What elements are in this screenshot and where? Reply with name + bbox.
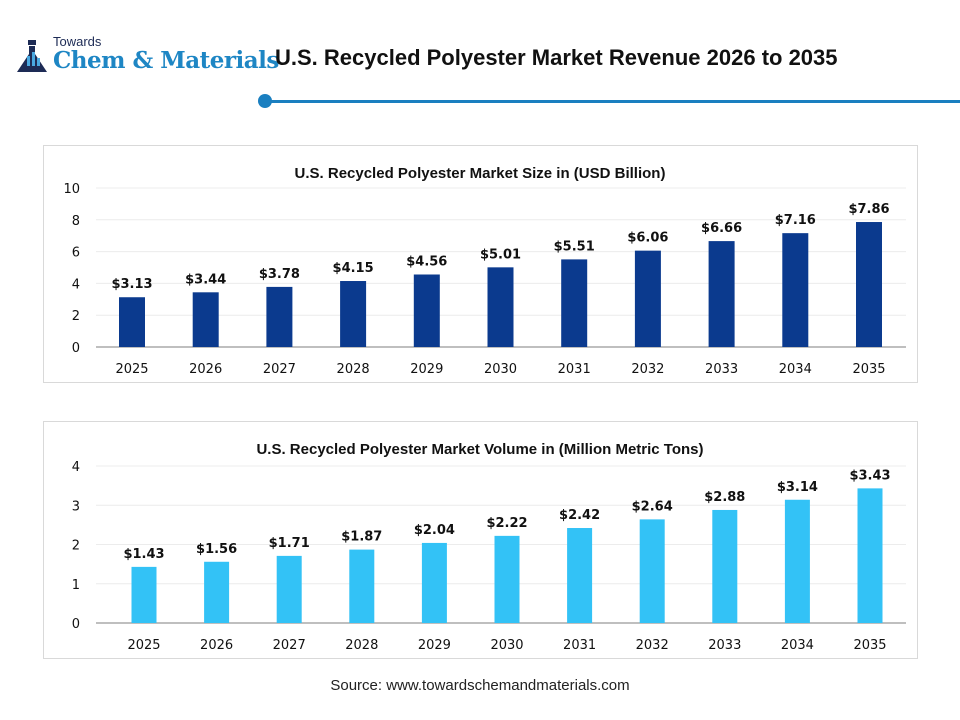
x-tick-label: 2029	[410, 362, 443, 377]
x-tick-label: 2030	[490, 638, 523, 653]
y-tick-label: 10	[63, 182, 80, 197]
bar-2031	[561, 259, 588, 347]
data-label-2031: $2.42	[559, 508, 600, 523]
volume-chart-svg: U.S. Recycled Polyester Market Volume in…	[72, 441, 906, 653]
data-label-2026: $3.44	[185, 272, 226, 287]
bar-2032	[639, 519, 665, 623]
bar-2028	[340, 281, 367, 347]
data-label-2034: $7.16	[775, 213, 816, 228]
data-label-2035: $7.86	[848, 202, 889, 217]
x-tick-label: 2027	[273, 638, 306, 653]
y-tick-label: 4	[72, 460, 80, 475]
data-label-2035: $3.43	[849, 468, 890, 483]
bar-2026	[204, 561, 230, 623]
y-tick-label: 2	[72, 539, 80, 554]
data-label-2030: $2.22	[486, 516, 527, 531]
x-tick-label: 2034	[779, 362, 812, 377]
bar-2033	[712, 509, 738, 623]
bar-2027	[266, 286, 293, 347]
y-tick-label: 6	[72, 246, 80, 261]
x-tick-label: 2031	[563, 638, 596, 653]
y-tick-label: 2	[72, 309, 80, 324]
bar-2034	[782, 233, 809, 347]
x-tick-label: 2032	[631, 362, 664, 377]
y-tick-label: 0	[72, 617, 80, 632]
x-tick-label: 2027	[263, 362, 296, 377]
bar-2033	[708, 241, 735, 347]
header-divider	[265, 100, 960, 103]
data-label-2033: $2.88	[704, 490, 745, 505]
flask-icon	[17, 40, 47, 72]
x-tick-label: 2033	[705, 362, 738, 377]
y-tick-label: 3	[72, 499, 80, 514]
x-tick-label: 2035	[852, 362, 885, 377]
x-tick-label: 2025	[127, 638, 160, 653]
x-tick-label: 2035	[853, 638, 886, 653]
chart-title: U.S. Recycled Polyester Market Volume in…	[256, 441, 703, 458]
data-label-2032: $2.64	[632, 499, 673, 514]
bar-2030	[487, 267, 514, 347]
data-label-2028: $1.87	[341, 530, 382, 545]
y-tick-label: 8	[72, 214, 80, 229]
bar-2034	[784, 499, 810, 623]
data-label-2031: $5.51	[554, 239, 595, 254]
x-tick-label: 2033	[708, 638, 741, 653]
y-tick-label: 4	[72, 277, 80, 292]
header-divider-dot	[258, 94, 272, 108]
source-note: Source: www.towardschemandmaterials.com	[330, 677, 630, 694]
data-label-2033: $6.66	[701, 221, 742, 236]
bar-2030	[494, 535, 520, 623]
data-label-2030: $5.01	[480, 247, 521, 262]
logo-text-top: Towards	[53, 34, 102, 49]
data-label-2032: $6.06	[627, 231, 668, 246]
x-tick-label: 2028	[337, 362, 370, 377]
y-tick-label: 0	[72, 341, 80, 356]
x-tick-label: 2026	[189, 362, 222, 377]
bar-2029	[421, 542, 447, 623]
bar-2035	[856, 222, 882, 347]
bar-2028	[349, 549, 375, 623]
x-tick-label: 2026	[200, 638, 233, 653]
x-tick-label: 2030	[484, 362, 517, 377]
bar-2035	[857, 488, 883, 623]
bar-2025	[119, 297, 145, 347]
logo: Towards Chem & Materials	[16, 34, 279, 78]
data-label-2025: $1.43	[123, 547, 164, 562]
data-label-2027: $3.78	[259, 267, 300, 282]
x-tick-label: 2032	[636, 638, 669, 653]
data-label-2028: $4.15	[333, 261, 374, 276]
bar-2029	[413, 274, 440, 347]
y-tick-label: 1	[72, 578, 80, 593]
revenue-chart-svg: U.S. Recycled Polyester Market Size in (…	[63, 165, 906, 377]
data-label-2026: $1.56	[196, 542, 237, 557]
revenue-chart: U.S. Recycled Polyester Market Size in (…	[43, 145, 918, 383]
data-label-2029: $4.56	[406, 254, 447, 269]
bar-2032	[634, 250, 661, 347]
data-label-2029: $2.04	[414, 523, 455, 538]
bar-2031	[567, 528, 593, 623]
x-tick-label: 2029	[418, 638, 451, 653]
page-title: U.S. Recycled Polyester Market Revenue 2…	[275, 45, 838, 70]
bar-2026	[192, 292, 219, 347]
x-tick-label: 2034	[781, 638, 814, 653]
data-label-2034: $3.14	[777, 480, 818, 495]
bar-2027	[276, 555, 302, 623]
data-label-2025: $3.13	[111, 277, 152, 292]
logo-text-main: Chem & Materials	[53, 47, 279, 74]
volume-chart: U.S. Recycled Polyester Market Volume in…	[43, 421, 918, 659]
chart-title: U.S. Recycled Polyester Market Size in (…	[295, 165, 666, 182]
bar-2025	[131, 566, 157, 623]
x-tick-label: 2025	[115, 362, 148, 377]
x-tick-label: 2028	[345, 638, 378, 653]
data-label-2027: $1.71	[269, 536, 310, 551]
x-tick-label: 2031	[558, 362, 591, 377]
